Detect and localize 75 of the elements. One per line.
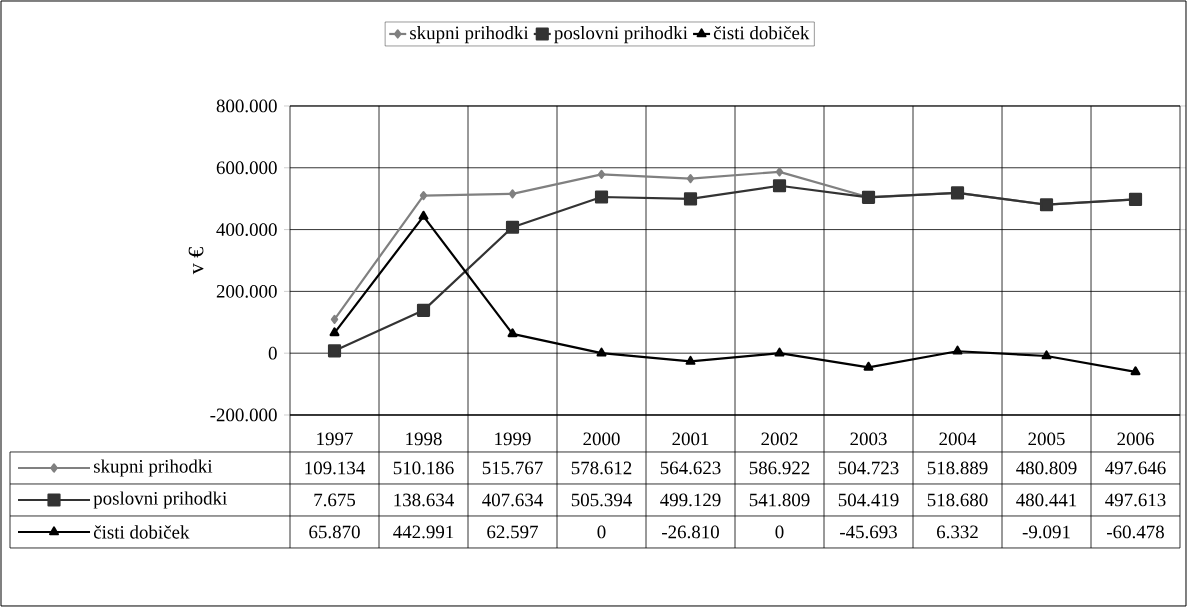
point (327, 344, 342, 358)
data-label: 497.646 (1105, 461, 1166, 475)
point (1130, 366, 1141, 376)
text: poslovni prihodki (93, 491, 227, 509)
legend-label: čisti dobiček (713, 25, 810, 40)
data-label: 109.134 (305, 461, 365, 475)
data-label: 65.870 (309, 525, 360, 539)
point (594, 190, 609, 204)
data-label: 480.441 (1016, 493, 1077, 507)
data-label: 515.767 (482, 461, 543, 475)
point (505, 220, 520, 234)
point (507, 328, 518, 338)
x-tick-label: 2002 (761, 432, 798, 446)
data-label: 0 (597, 525, 606, 539)
data-label: 541.809 (749, 493, 810, 507)
point (597, 169, 606, 179)
point (683, 192, 698, 206)
point (508, 189, 517, 199)
data-label: -26.810 (662, 525, 719, 539)
data-label: 138.634 (394, 493, 454, 507)
data-label: -9.091 (1022, 525, 1070, 539)
y-tick-label: -200.000 (210, 408, 277, 422)
data-label: 499.129 (660, 493, 721, 507)
point (418, 210, 429, 220)
data-label: 518.889 (927, 461, 988, 475)
data-label: 578.612 (571, 461, 632, 475)
point (686, 174, 695, 184)
data-label: 504.419 (838, 493, 899, 507)
point (329, 327, 340, 337)
point (1041, 350, 1052, 360)
point (416, 303, 431, 317)
x-tick-label: 2005 (1028, 432, 1065, 446)
legend-label: skupni prihodki (410, 26, 529, 44)
data-label: 504.723 (838, 461, 899, 475)
data-label: 442.991 (393, 525, 454, 539)
data-label: -60.478 (1107, 525, 1164, 539)
data-label: 510.186 (393, 461, 454, 475)
x-tick-label: 2006 (1117, 432, 1154, 446)
x-tick-label: 2001 (672, 432, 709, 446)
data-label: 497.613 (1105, 493, 1166, 507)
x-tick-label: 1998 (406, 432, 442, 446)
y-tick-label: 200.000 (216, 284, 277, 298)
x-tick-label: 2000 (583, 432, 620, 446)
data-label: 0 (775, 525, 784, 539)
x-tick-label: 2003 (850, 432, 887, 446)
data-label: 62.597 (487, 525, 538, 539)
point (774, 347, 785, 357)
point (863, 361, 874, 371)
point (596, 347, 607, 357)
point (330, 314, 339, 325)
y-tick-label: 800.000 (216, 99, 277, 113)
x-tick-label: 1999 (495, 432, 531, 446)
y-tick-label: 0 (268, 346, 277, 360)
data-label: 518.680 (927, 493, 988, 507)
data-label: 6.332 (937, 525, 978, 539)
y-axis-title: v € (188, 247, 204, 275)
legend-label: poslovni prihodki (554, 26, 688, 44)
y-tick-label: 600.000 (216, 161, 277, 175)
text: čisti dobiček (93, 525, 190, 539)
point (952, 345, 963, 355)
data-label: -45.693 (840, 525, 897, 539)
x-tick-label: 2004 (939, 432, 977, 446)
point (419, 190, 428, 201)
point (775, 167, 784, 177)
text: skupni prihodki (93, 459, 213, 477)
data-label: 407.634 (482, 493, 543, 507)
point (772, 179, 787, 193)
x-tick-label: 1997 (317, 432, 353, 446)
data-label: 480.809 (1016, 461, 1077, 475)
y-tick-label: 400.000 (216, 223, 277, 237)
data-label: 7.675 (314, 493, 356, 507)
data-label: 505.394 (571, 493, 632, 507)
data-label: 586.922 (749, 461, 810, 475)
data-label: 564.623 (660, 461, 721, 475)
point (685, 355, 696, 365)
